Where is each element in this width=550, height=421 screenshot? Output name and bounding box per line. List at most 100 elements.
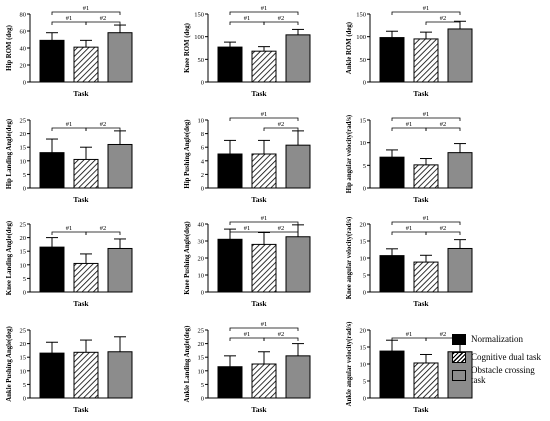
bar — [39, 246, 65, 293]
bar — [379, 255, 405, 293]
x-axis-label: Task — [251, 195, 267, 204]
y-tick-label: 15 — [20, 355, 27, 362]
legend-swatch-hatch — [452, 351, 466, 363]
significance-bracket — [263, 231, 299, 235]
y-tick-label: 5 — [23, 382, 26, 389]
y-tick-label: 50 — [198, 57, 205, 64]
y-tick-label: 25 — [20, 118, 27, 125]
x-axis-label: Task — [251, 405, 267, 414]
y-tick-label: 20 — [198, 341, 205, 348]
significance-label: #2 — [100, 15, 107, 22]
chart-panel: 0 5 10 15 Hip angular velocity(rad/s) Task #1 #… — [346, 111, 473, 204]
significance-label: #1 — [423, 111, 430, 118]
y-tick-label: 5 — [23, 172, 26, 179]
bar — [413, 261, 439, 293]
bar — [107, 32, 133, 83]
x-axis-label: Task — [413, 405, 429, 414]
y-tick-label: 10 — [198, 273, 205, 280]
y-tick-label: 20 — [20, 131, 27, 138]
y-tick-label: 60 — [20, 29, 27, 36]
significance-label: #1 — [423, 5, 430, 12]
y-tick-label: 50 — [360, 57, 367, 64]
significance-bracket — [391, 221, 461, 225]
y-tick-label: 30 — [198, 239, 205, 246]
y-tick-label: 2 — [201, 172, 204, 179]
y-axis-label: Hip angular velocity(rad/s) — [346, 115, 353, 193]
bar — [379, 37, 405, 83]
significance-bracket — [229, 337, 265, 341]
x-axis-label: Task — [73, 89, 89, 98]
significance-label: #1 — [66, 15, 73, 22]
bar — [107, 247, 133, 293]
bar — [73, 262, 99, 293]
y-tick-label: 0 — [201, 290, 204, 297]
bar — [413, 164, 439, 189]
bar — [285, 355, 311, 399]
bar — [251, 153, 277, 189]
chart-panel: 0 5 10 15 20 25 Hip Landing Angle(deg) Task #1 #2 — [6, 118, 133, 204]
x-axis-label: Task — [73, 299, 89, 308]
significance-label: #2 — [278, 225, 285, 232]
y-tick-label: 100 — [356, 34, 366, 41]
significance-label: #1 — [406, 225, 413, 232]
significance-bracket — [263, 21, 299, 25]
y-tick-label: 0 — [23, 186, 26, 193]
y-tick-label: 0 — [363, 80, 366, 87]
significance-label: #1 — [244, 331, 251, 338]
chart-panel: 0 5 10 15 20 25 Knee Landing Angle(deg) Task #1 #… — [6, 221, 133, 308]
y-tick-label: 0 — [201, 396, 204, 403]
x-axis-label: Task — [413, 299, 429, 308]
y-tick-label: 5 — [201, 382, 204, 389]
legend-label: Normalization — [471, 334, 523, 344]
legend-label: Cognitive dual task — [471, 352, 541, 362]
y-tick-label: 15 — [20, 249, 27, 256]
y-tick-label: 100 — [194, 34, 204, 41]
significance-bracket — [425, 21, 461, 25]
significance-bracket — [425, 231, 461, 235]
y-tick-label: 10 — [20, 158, 27, 165]
y-axis-label: Knee Pushing Angle(deg) — [184, 221, 191, 294]
significance-bracket — [229, 11, 299, 15]
x-axis-label: Task — [251, 89, 267, 98]
y-tick-label: 5 — [23, 276, 26, 283]
bar — [447, 152, 473, 189]
bar — [379, 350, 405, 399]
y-axis-label: Hip ROM (deg) — [6, 25, 13, 71]
bar — [73, 351, 99, 399]
y-tick-label: 5 — [363, 379, 366, 386]
chart-panel: 0 20 40 60 80 Hip ROM (deg) Task #1 #2 #1 — [6, 5, 133, 98]
y-tick-label: 0 — [201, 80, 204, 87]
y-tick-label: 0 — [23, 396, 26, 403]
significance-label: #1 — [406, 121, 413, 128]
y-tick-label: 40 — [198, 222, 205, 229]
y-axis-label: Knee angular velocity(rad/s) — [346, 217, 353, 300]
significance-bracket — [229, 21, 265, 25]
significance-bracket — [229, 327, 299, 331]
y-tick-label: 20 — [360, 328, 367, 335]
bar — [413, 38, 439, 83]
significance-label: #1 — [244, 225, 251, 232]
y-tick-label: 6 — [201, 145, 205, 152]
y-tick-label: 15 — [360, 345, 367, 352]
chart-panel: 0 2 4 6 8 10 Hip Pushing Angle(deg) Task #2 #1 — [184, 111, 311, 204]
chart-panel: 0 10 20 30 40 Knee Pushing Angle(deg) Task #1 #2… — [184, 215, 311, 308]
x-axis-label: Task — [73, 195, 89, 204]
y-tick-label: 10 — [360, 256, 367, 263]
y-tick-label: 0 — [363, 396, 366, 403]
y-axis-label: Ankle Landing Angle(deg) — [184, 326, 191, 403]
legend: Normalization Cognitive dual task Obstac… — [452, 330, 550, 385]
bar — [39, 152, 65, 189]
legend-item-cognitive: Cognitive dual task — [452, 348, 550, 366]
significance-bracket — [51, 11, 121, 15]
chart-panel: 0 5 10 15 20 Knee angular velocity(rad/s) Task… — [346, 215, 473, 308]
y-tick-label: 0 — [23, 290, 26, 297]
significance-label: #2 — [100, 225, 107, 232]
y-tick-label: 40 — [20, 46, 27, 53]
y-axis-label: Ankle ROM (deg) — [346, 22, 353, 74]
chart-panel: 0 5 10 15 20 25 Ankle Pushing Angle(deg) Task — [6, 326, 133, 414]
significance-label: #2 — [278, 121, 285, 128]
y-tick-label: 0 — [363, 290, 366, 297]
significance-bracket — [391, 127, 427, 131]
